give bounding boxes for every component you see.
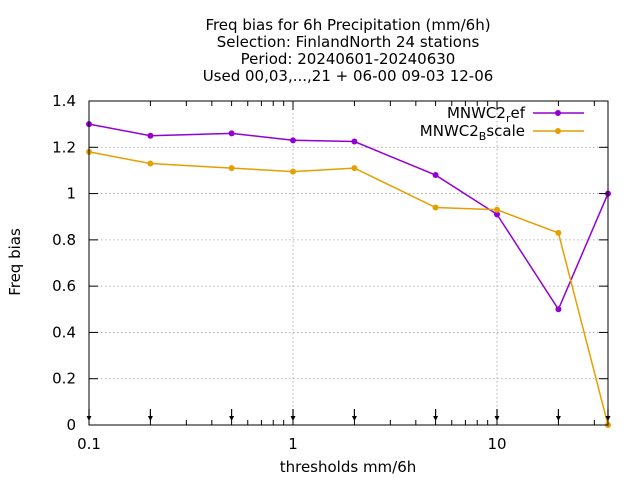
series-2-point: [432, 204, 439, 211]
series-2-point: [228, 165, 235, 172]
threshold-arrow-head: [555, 416, 561, 421]
series-2-point: [494, 206, 501, 213]
legend-label-1: MNWC2ref: [447, 104, 526, 125]
plot-border: [88, 100, 609, 426]
y-tick-label: 1.2: [52, 138, 76, 156]
x-tick-label: 10: [487, 435, 506, 453]
threshold-arrow-head: [147, 416, 153, 421]
y-axis-label: Freq bias: [6, 228, 24, 296]
threshold-arrow-head: [86, 416, 92, 421]
threshold-arrow-head: [290, 416, 296, 421]
series-2-point: [555, 229, 562, 236]
threshold-arrow-head: [433, 416, 439, 421]
series-1-point: [147, 132, 154, 139]
series-1-point: [351, 138, 358, 145]
chart-title: Freq bias for 6h Precipitation (mm/6h)Se…: [203, 16, 494, 85]
plot-frame: [88, 100, 609, 426]
y-tick-label: 0.4: [52, 323, 76, 341]
threshold-arrow-head: [229, 416, 235, 421]
series-line-2: [88, 151, 609, 426]
series-line-1: [88, 123, 609, 311]
title-line-4: Used 00,03,...,21 + 06-00 09-03 12-06: [203, 67, 494, 85]
x-tick-label: 0.1: [77, 435, 101, 453]
series-1-point: [290, 137, 297, 144]
x-axis-label: thresholds mm/6h: [280, 458, 417, 476]
title-line-2: Selection: FinlandNorth 24 stations: [217, 33, 480, 51]
legend-marker-2: [555, 128, 561, 134]
series-1-point: [555, 306, 562, 313]
threshold-arrow-head: [351, 416, 357, 421]
title-line-3: Period: 20240601-20240630: [241, 50, 456, 68]
y-tick-label: 1.4: [52, 92, 76, 110]
series-lines: [86, 121, 611, 428]
threshold-arrow-head: [494, 416, 500, 421]
x-tick-label: 1: [288, 435, 298, 453]
legend-label-2: MNWC2Bscale: [420, 122, 525, 143]
series-2-point: [147, 160, 154, 167]
series-1-point: [494, 211, 501, 218]
y-tick-label: 0.8: [52, 231, 76, 249]
threshold-arrow-head: [605, 416, 611, 421]
y-tick-label: 0.2: [52, 370, 76, 388]
y-axis-ticks: 0 0.2 0.4 0.6 0.8 1 1.2 1.4: [52, 92, 608, 434]
series-2-point: [351, 165, 358, 172]
threshold-markers: [86, 409, 611, 421]
y-tick-label: 0: [66, 416, 76, 434]
series-1-point: [432, 172, 439, 179]
series-2-point: [290, 168, 297, 175]
y-tick-label: 0.6: [52, 277, 76, 295]
series-1-point: [228, 130, 235, 137]
legend-marker-1: [555, 110, 561, 116]
title-line-1: Freq bias for 6h Precipitation (mm/6h): [205, 16, 490, 34]
grid-lines: [89, 101, 608, 425]
y-tick-label: 1: [66, 185, 76, 203]
x-axis-ticks: 0.1 1 10: [77, 101, 595, 453]
